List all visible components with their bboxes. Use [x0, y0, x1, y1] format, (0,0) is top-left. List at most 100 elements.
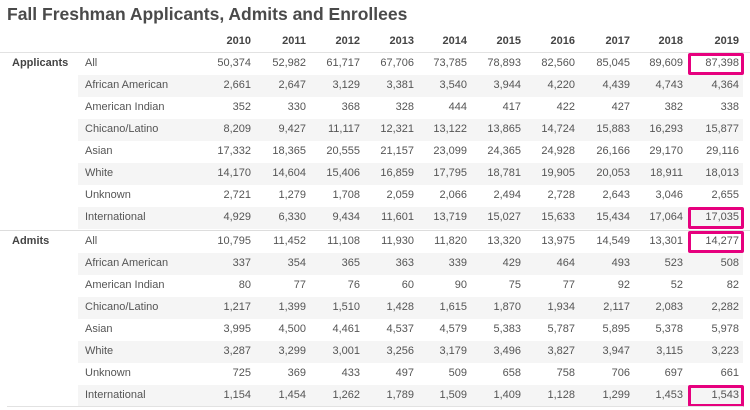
table-cell-2013: 12,321 [380, 123, 414, 135]
table-cell-2015: 1,870 [493, 301, 521, 313]
table-cell-2012: 9,434 [332, 211, 360, 223]
table-cell-2018: 52 [670, 279, 683, 291]
table-cell-2017: 20,053 [596, 167, 630, 179]
table-cell-2014: 339 [448, 257, 467, 269]
table-cell-2012: 11,108 [327, 235, 360, 247]
row-label: Chicano/Latino [85, 123, 159, 135]
table-cell-2011: 1,454 [278, 389, 306, 401]
table-row: American Indian 352 330 368 328 444 417 422 427 3… [78, 97, 743, 119]
table-cell-2011: 1,279 [278, 189, 306, 201]
table-cell-2016: 1,128 [547, 389, 575, 401]
row-label: American Indian [85, 101, 165, 113]
table-cell-2017: 14,549 [596, 235, 630, 247]
row-label: All [85, 235, 98, 247]
table-cell-2011: 9,427 [278, 123, 306, 135]
table-cell-2017: 5,895 [602, 323, 630, 335]
table-cell-2013: 11,601 [381, 211, 414, 223]
table-row: Asian 17,332 18,365 20,555 21,157 23,099 24,36… [78, 141, 743, 163]
section-label-applicants: Applicants [12, 57, 69, 69]
table-cell-2017: 85,045 [596, 57, 630, 69]
table-cell-2016: 82,560 [541, 57, 575, 69]
column-header-2018: 2018 [658, 35, 683, 47]
table-row: Chicano/Latino 8,209 9,427 11,117 12,321 13,1… [78, 119, 743, 141]
table-cell-2010: 1,217 [223, 301, 251, 313]
table-cell-2014: 3,179 [439, 345, 467, 357]
table-cell-2018: 1,453 [655, 389, 683, 401]
table-row: Chicano/Latino 1,217 1,399 1,510 1,428 1,615 1… [78, 297, 743, 319]
table-cell-2013: 67,706 [380, 57, 414, 69]
table-cell-2010: 352 [232, 101, 251, 113]
table-cell-2019: 15,877 [705, 123, 739, 135]
table-cell-2015: 429 [502, 257, 521, 269]
row-label: Unknown [85, 189, 131, 201]
table-cell-2013: 3,256 [386, 345, 414, 357]
table-cell-2012: 11,117 [327, 123, 360, 135]
table-cell-2015: 1,409 [493, 389, 521, 401]
table-cell-2010: 2,661 [223, 79, 251, 91]
table-cell-2016: 758 [556, 367, 575, 379]
table-row: American Indian 80 77 76 60 90 75 77 92 52 82 [78, 275, 743, 297]
table-cell-2011: 3,299 [278, 345, 306, 357]
table-cell-2013: 4,537 [386, 323, 414, 335]
table-cell-2015: 417 [502, 101, 521, 113]
table-cell-2014: 11,820 [434, 235, 467, 247]
column-header-2014: 2014 [442, 35, 467, 47]
row-label: African American [85, 79, 169, 91]
table-cell-2016: 13,975 [541, 235, 575, 247]
table-cell-2012: 1,708 [332, 189, 360, 201]
table-cell-2016: 24,928 [541, 145, 575, 157]
table-cell-2017: 92 [617, 279, 630, 291]
table-cell-2019: 29,116 [706, 145, 739, 157]
table-cell-2017: 4,439 [602, 79, 630, 91]
column-header-2012: 2012 [335, 35, 360, 47]
table-cell-2018: 4,743 [655, 79, 683, 91]
table-cell-2015: 13,865 [487, 123, 521, 135]
row-label: Unknown [85, 367, 131, 379]
table-cell-2016: 19,905 [541, 167, 575, 179]
table-cell-2015: 15,027 [487, 211, 521, 223]
table-cell-2010: 17,332 [217, 145, 251, 157]
table-cell-2011: 2,647 [278, 79, 306, 91]
table-cell-2014: 13,122 [433, 123, 467, 135]
table-cell-2018: 16,293 [649, 123, 683, 135]
table-cell-2011: 354 [287, 257, 306, 269]
section-admits: Admits All 10,795 11,452 11,108 11,930 11,820… [0, 230, 750, 407]
table-cell-2016: 4,220 [547, 79, 575, 91]
table-cell-2019: 18,013 [705, 167, 739, 179]
table-cell-2010: 8,209 [223, 123, 251, 135]
table-cell-2010: 80 [238, 279, 251, 291]
table-cell-2015: 75 [508, 279, 521, 291]
table-row: African American 337 354 365 363 339 429 464 493… [78, 253, 743, 275]
table-cell-2013: 363 [395, 257, 414, 269]
table-cell-2019: 5,978 [711, 323, 739, 335]
table-cell-2012: 433 [341, 367, 360, 379]
table-cell-2013: 1,789 [386, 389, 414, 401]
table-cell-2019: 4,364 [711, 79, 739, 91]
table-cell-2012: 76 [347, 279, 360, 291]
table-cell-2010: 14,170 [217, 167, 251, 179]
table-cell-2015: 13,320 [487, 235, 521, 247]
year-header-row: 2010 2011 2012 2013 2014 2015 2016 2017 2018 2019 [0, 33, 750, 53]
table-row: All 50,374 52,982 61,717 67,706 73,785 78,893 8… [78, 53, 743, 75]
table-cell-2019: 1,543 [711, 389, 739, 401]
row-label: All [85, 57, 98, 69]
table-cell-2017: 706 [611, 367, 630, 379]
bottom-divider [7, 406, 743, 407]
table-cell-2014: 1,509 [439, 389, 467, 401]
row-label: American Indian [85, 279, 165, 291]
table-cell-2011: 18,365 [272, 145, 306, 157]
table-cell-2013: 2,059 [386, 189, 414, 201]
table-cell-2012: 61,717 [326, 57, 360, 69]
row-label: Chicano/Latino [85, 301, 159, 313]
table-cell-2010: 3,995 [223, 323, 251, 335]
table-cell-2017: 427 [611, 101, 630, 113]
table-row: African American 2,661 2,647 3,129 3,381 3,54… [78, 75, 743, 97]
table-cell-2011: 52,982 [272, 57, 306, 69]
table-cell-2010: 4,929 [223, 211, 251, 223]
table-cell-2010: 10,795 [217, 235, 251, 247]
table-cell-2018: 13,301 [649, 235, 683, 247]
table-cell-2019: 3,223 [711, 345, 739, 357]
table-cell-2017: 493 [611, 257, 630, 269]
table-cell-2010: 337 [232, 257, 251, 269]
table-cell-2017: 26,166 [596, 145, 630, 157]
